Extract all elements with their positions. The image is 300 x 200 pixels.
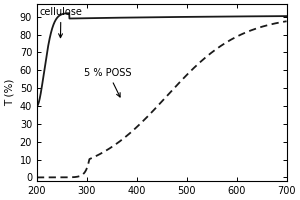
Text: 5 % POSS: 5 % POSS xyxy=(84,68,132,97)
Y-axis label: T (%): T (%) xyxy=(4,79,14,106)
Text: cellulose: cellulose xyxy=(40,7,82,38)
